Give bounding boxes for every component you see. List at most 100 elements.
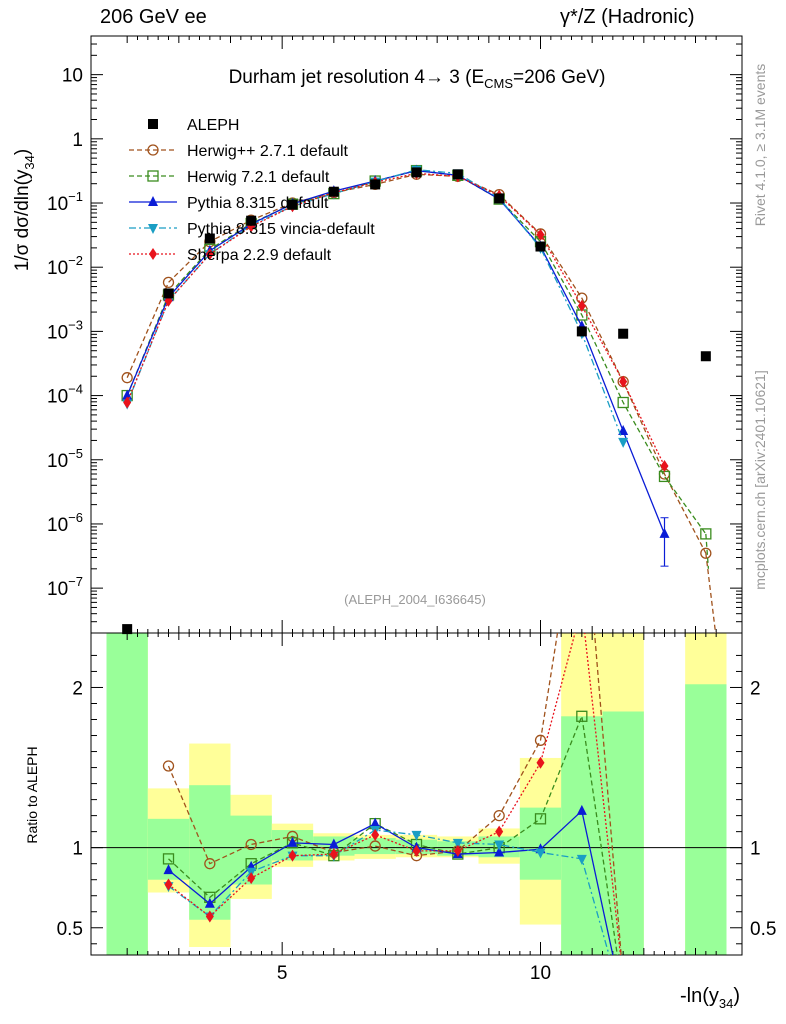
ratio-point [535,848,546,859]
ratio-point [245,838,257,851]
x-tick-label: 10 [530,963,551,984]
ratio-point [163,864,174,875]
ratio-point [288,849,297,862]
main-y-tick-label: 10−6 [47,510,83,536]
ratio-point [162,853,175,865]
ratio-point [370,817,381,828]
data-point [370,179,381,190]
legend: ALEPH Herwig++ 2.7.1 default Herwig 7.2.1 … [129,117,375,264]
ratio-point [453,844,462,857]
ratio-point [329,848,338,861]
legend-marker [147,144,159,156]
header-process-label: γ*/Z (Hadronic) [560,6,695,28]
legend-marker [148,224,158,234]
data-point [246,215,257,226]
data-point [576,326,587,337]
ratio-point [247,872,256,885]
mc-point [660,459,669,472]
main-y-tick-label: 10−3 [47,317,83,343]
legend-marker [147,170,159,182]
legend-entry: Pythia 8.315 vincia-default [129,221,375,238]
data-point [122,624,133,635]
mc-line [126,172,666,467]
main-data-group [122,167,711,635]
legend-marker [149,248,157,260]
legend-entry: Herwig++ 2.7.1 default [129,143,349,160]
main-y-axis-label: 1/σ dσ/dln(y34) [12,149,37,271]
legend-marker [148,119,158,129]
ratio-point [536,756,545,769]
ratio-y-tick-label: 0.5 [57,919,83,940]
mc-point [205,248,214,261]
mc-point [121,372,133,384]
ratio-point [494,840,505,851]
data-point [163,288,174,299]
ratio-point [204,897,215,908]
ratio-series-4 [164,633,622,955]
ratio-line [168,829,610,955]
main-y-tick-label: 1 [72,130,83,151]
mc-tail [705,553,717,633]
legend-marker [148,196,158,206]
main-y-tick-label: 10−1 [47,189,83,215]
ratio-point [534,813,547,825]
main-y-tick-label: 10−7 [47,574,83,600]
ratio-point [164,878,173,891]
legend-label: Herwig++ 2.7.1 default [187,143,349,160]
legend-label: Sherpa 2.2.9 default [187,247,332,264]
ratio-point [576,804,587,815]
mc-point [619,375,628,388]
mc-point [617,396,629,409]
ratio-point [576,854,587,865]
legend-entry: Pythia 8.315 default [129,195,329,212]
main-y-tick-label: 10 [62,66,83,87]
legend-label: Pythia 8.315 vincia-default [187,221,375,238]
main-y-tick-label: 10−4 [47,382,83,408]
ratio-line [168,633,622,955]
data-point [452,169,463,180]
data-point [494,193,505,204]
header-energy-label: 206 GeV ee [100,6,207,28]
ratio-y-tick-label: 1 [72,839,83,860]
mc-point [162,276,175,289]
ratio-y-tick-label-right: 1 [750,839,761,860]
legend-entry: ALEPH [148,117,239,134]
x-tick-label: 5 [277,963,288,984]
legend-label: Herwig 7.2.1 default [187,169,330,186]
ratio-line [168,713,618,955]
main-title: Durham jet resolution 4→ 3 (ECMS=206 GeV… [229,67,606,91]
mc-tail [705,533,710,569]
ratio-point [328,838,339,849]
ratio-plot-frame: 5 10 0.5 0.5 1 1 2 2 [57,632,776,984]
mc-point [618,437,629,448]
ratio-band-green [106,633,148,955]
ratio-series-group [162,633,622,955]
ratio-uncertainty-bands [106,633,727,955]
ratio-line [168,809,614,955]
x-axis-label: -ln(y34) [680,985,740,1011]
ratio-line [167,633,622,955]
data-point [535,241,546,252]
ratio-point [452,838,463,849]
ratio-point [576,710,588,722]
ratio-band-green [561,716,603,955]
data-point [618,328,629,339]
ratio-point [162,760,175,772]
ratio-point [534,734,547,746]
mc-point [536,228,545,241]
ratio-y-tick-label-right: 2 [750,678,761,699]
ratio-point [371,828,380,841]
ratio-point [412,844,421,857]
data-point [204,233,215,244]
analysis-tag: (ALEPH_2004_I636645) [344,592,486,607]
mcplots-label: mcplots.cern.ch [arXiv:2401.10621] [752,370,768,589]
data-point [700,351,711,362]
ratio-band-green [354,838,396,855]
mc-point [618,425,629,436]
ratio-point [495,825,504,838]
ratio-band-green [602,711,644,955]
ratio-y-tick-label-right: 0.5 [750,919,776,940]
mc-point [123,396,132,409]
rivet-version-label: Rivet 4.1.0, ≥ 3.1M events [752,64,768,227]
ratio-point [204,858,216,870]
